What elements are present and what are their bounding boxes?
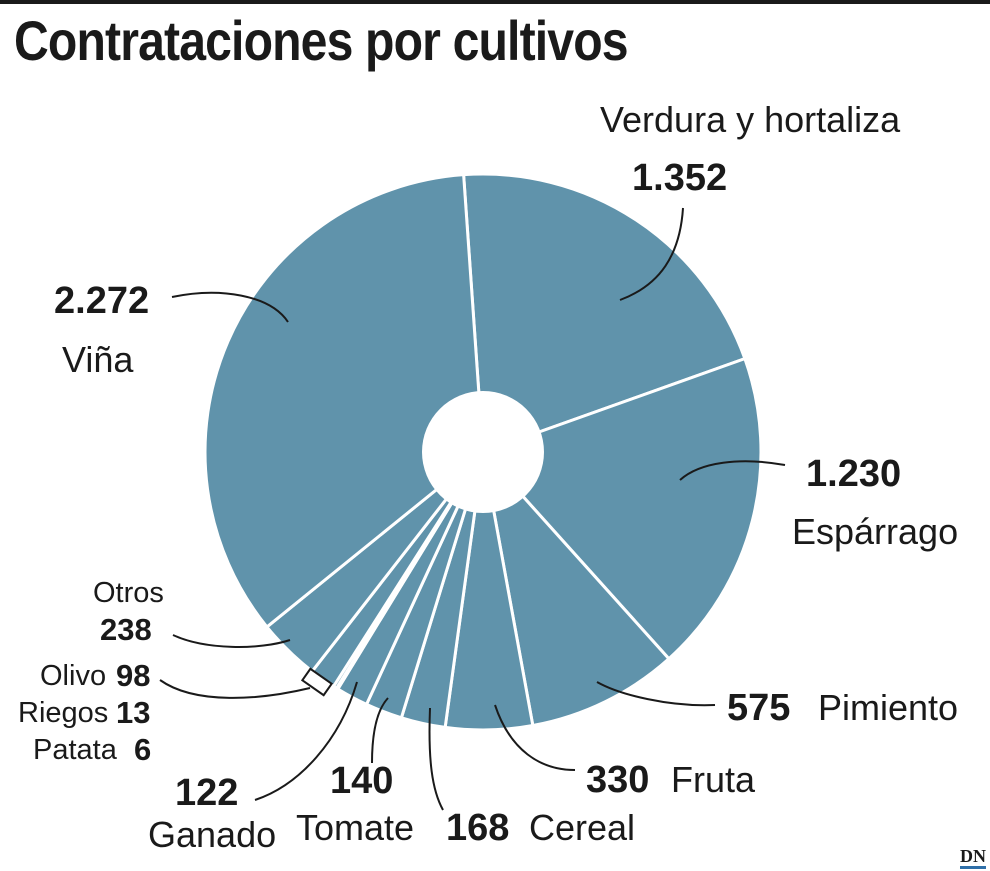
label-pimiento-value: 575 — [727, 687, 790, 729]
label-otros-name: Otros — [93, 577, 164, 609]
label-fruta-value: 330 — [586, 759, 649, 801]
label-pimiento-name: Pimiento — [818, 687, 958, 728]
label-ganado-name: Ganado — [148, 814, 276, 855]
leader-otros — [172, 634, 291, 648]
label-riegos-name: Riegos — [18, 697, 108, 729]
leader-ganado — [254, 681, 358, 801]
label-fruta-name: Fruta — [671, 759, 756, 800]
donut-slices — [203, 172, 763, 732]
leader-cereal — [428, 707, 444, 811]
small-slices-bracket — [300, 667, 334, 697]
leader-olivo — [159, 679, 311, 699]
slice-pimiento — [481, 450, 671, 727]
slice-labels: Verdura y hortaliza 1.352 1.230 Espárrag… — [18, 99, 958, 855]
label-riegos-value: 13 — [116, 695, 150, 730]
label-verdura-name: Verdura y hortaliza — [600, 99, 901, 140]
leader-esparrago — [679, 460, 786, 481]
label-vina-value: 2.272 — [54, 280, 149, 322]
leader-tomate — [371, 697, 389, 764]
leader-verdura — [619, 207, 684, 301]
label-esparrago-value: 1.230 — [806, 453, 901, 495]
leader-vina — [171, 291, 289, 323]
label-tomate-name: Tomate — [296, 807, 414, 848]
label-olivo-value: 98 — [116, 658, 150, 693]
slice-espárrago — [481, 357, 763, 661]
label-olivo-name: Olivo — [40, 660, 106, 692]
label-ganado-value: 122 — [175, 772, 238, 814]
label-patata-value: 6 — [134, 732, 151, 767]
label-otros-value: 238 — [100, 612, 152, 647]
top-rule — [0, 0, 990, 4]
label-vina-name: Viña — [62, 339, 134, 380]
leader-lines — [159, 207, 786, 811]
label-esparrago-name: Espárrago — [792, 511, 958, 552]
label-tomate-value: 140 — [330, 760, 393, 802]
donut-hole — [422, 391, 544, 513]
leader-fruta — [494, 704, 576, 771]
label-cereal-value: 168 — [446, 807, 509, 849]
label-patata-name: Patata — [33, 734, 118, 766]
dn-logo: DN — [960, 846, 986, 869]
chart-title: Contrataciones por cultivos — [14, 9, 629, 72]
label-cereal-name: Cereal — [529, 807, 635, 848]
slice-viña — [203, 173, 485, 629]
label-verdura-value: 1.352 — [632, 157, 727, 199]
leader-pimiento — [596, 681, 716, 707]
